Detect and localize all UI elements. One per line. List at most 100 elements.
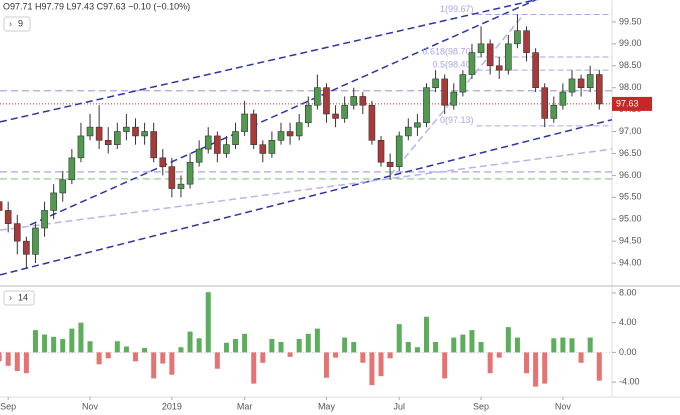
candle-body: [41, 210, 48, 229]
bar: [514, 337, 520, 353]
bar: [51, 336, 57, 353]
y-tick-label: 0.00: [619, 347, 637, 357]
bar: [487, 352, 493, 374]
candle-body: [314, 87, 321, 106]
candle-body: [359, 96, 367, 106]
bar: [478, 342, 484, 353]
bar: [333, 352, 339, 358]
candle-body: [0, 201, 3, 211]
bar: [469, 330, 475, 353]
bar: [369, 352, 375, 386]
bar: [169, 352, 175, 375]
candle-body: [550, 104, 558, 119]
trend-line: [0, 0, 539, 123]
bar: [123, 346, 129, 353]
candle-body: [104, 140, 112, 145]
indicator-box[interactable]: [3, 290, 35, 306]
candle-body: [132, 126, 139, 137]
candle-body: [414, 122, 421, 128]
x-tick-label: Jul: [393, 401, 405, 411]
candle-body: [277, 131, 285, 141]
bar: [296, 339, 302, 353]
bar: [423, 316, 429, 353]
bar: [387, 352, 393, 359]
bar: [533, 352, 539, 387]
candle-body: [450, 91, 458, 106]
candle-body: [405, 126, 412, 137]
candle-body: [286, 131, 294, 137]
candle-body: [4, 210, 12, 224]
fib-label: 0.618(98.70): [422, 46, 473, 56]
candle-body: [268, 140, 276, 154]
candle-body: [23, 240, 30, 255]
candle-body: [50, 192, 57, 211]
bar: [23, 352, 29, 374]
candle-body: [123, 126, 130, 132]
candle-body: [68, 157, 76, 181]
candle-body: [395, 135, 403, 167]
fib-label: 0.5(98.40): [432, 60, 473, 70]
x-tick-label: Mar: [237, 401, 253, 411]
candle-body: [477, 43, 485, 53]
candle-body: [523, 30, 530, 53]
candle-body: [323, 87, 330, 115]
bar: [187, 331, 193, 353]
bar: [405, 342, 411, 353]
candle-body: [350, 96, 358, 106]
bar: [351, 342, 357, 353]
bar: [60, 339, 66, 353]
candle-body: [141, 131, 148, 137]
y-tick-label: 99.00: [619, 38, 642, 48]
candle-body: [595, 74, 603, 105]
candle-body: [86, 126, 94, 137]
bar: [551, 338, 557, 353]
bar: [378, 352, 384, 377]
candle-body: [259, 144, 267, 154]
y-tick-label: 95.50: [619, 192, 642, 202]
candle-body: [77, 135, 85, 159]
bar: [242, 333, 248, 353]
candle-body: [386, 161, 394, 167]
bar: [132, 352, 138, 362]
bar: [260, 352, 266, 363]
candle-body: [505, 43, 512, 71]
bar: [305, 333, 311, 353]
candle-body: [214, 135, 221, 154]
bar: [342, 337, 348, 353]
collapse-icon: ›: [9, 292, 12, 302]
bar: [505, 327, 511, 353]
indicator-label: 9: [18, 18, 23, 28]
candle-body: [568, 78, 576, 93]
bar: [178, 347, 184, 353]
bar: [223, 342, 229, 353]
bar: [578, 352, 584, 363]
bar: [205, 292, 211, 353]
bar: [414, 347, 420, 353]
bar: [78, 322, 84, 353]
bar: [151, 352, 157, 379]
indicator-box[interactable]: [3, 16, 31, 32]
candle-body: [95, 126, 103, 141]
candle-body: [495, 65, 503, 71]
bar: [269, 339, 275, 353]
bar: [105, 352, 111, 359]
y-tick-label: 96.00: [619, 170, 642, 180]
candle-body: [304, 104, 312, 124]
bar: [360, 352, 366, 363]
price-tag: [612, 96, 652, 111]
candle-body: [204, 135, 212, 150]
y-tick-label: 8.00: [619, 287, 637, 297]
candle-body: [486, 43, 494, 67]
bar: [278, 342, 284, 353]
candle-body: [459, 74, 467, 93]
bar: [460, 334, 466, 353]
bar: [596, 352, 602, 381]
candle-body: [159, 157, 167, 167]
candle-body: [177, 183, 185, 189]
candle-body: [59, 179, 67, 194]
bar: [0, 352, 2, 362]
indicator-pane: [0, 292, 612, 387]
candle-body: [468, 52, 476, 75]
candle-body: [514, 30, 521, 45]
